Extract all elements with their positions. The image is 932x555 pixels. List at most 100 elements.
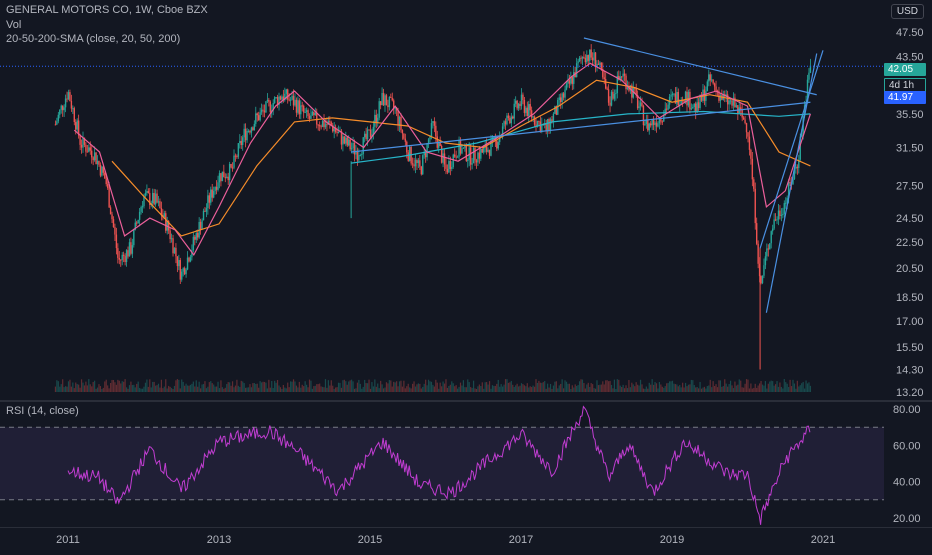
volume-bar <box>519 385 521 392</box>
candle <box>538 120 540 126</box>
volume-bar <box>455 385 457 392</box>
volume-bar <box>700 388 703 392</box>
volume-bar <box>335 387 337 392</box>
candle <box>72 105 74 114</box>
volume-bar <box>644 388 646 392</box>
volume-bar <box>769 381 771 392</box>
candle <box>565 80 568 91</box>
candle <box>522 92 524 105</box>
volume-bar <box>581 379 584 392</box>
candle <box>365 127 367 141</box>
rsi-line[interactable] <box>67 405 811 525</box>
volume-bar <box>139 387 141 392</box>
candle <box>128 238 131 257</box>
volume-bar <box>425 379 427 392</box>
candle <box>644 120 646 127</box>
volume-bar <box>197 386 199 392</box>
currency-button[interactable]: USD <box>890 4 924 19</box>
candle <box>573 66 575 90</box>
candle <box>570 71 572 86</box>
volume-bar <box>246 387 248 392</box>
volume-bar <box>124 379 126 392</box>
candle <box>471 157 473 170</box>
trendline[interactable] <box>583 37 817 96</box>
candle <box>615 89 617 101</box>
price-axis-tick: 13.20 <box>896 387 924 399</box>
volume-bar <box>245 387 247 392</box>
trendline[interactable] <box>351 101 811 153</box>
volume-bar <box>650 384 652 392</box>
volume-bar <box>182 381 184 392</box>
volume-bar <box>184 385 186 392</box>
volume-bar <box>600 384 602 392</box>
volume-bar <box>340 387 343 392</box>
sma20-line[interactable] <box>73 62 811 257</box>
candle <box>652 116 655 131</box>
candle <box>391 92 393 102</box>
candle <box>583 51 585 60</box>
candle <box>764 251 767 270</box>
volume-bar <box>396 381 398 392</box>
candle <box>240 136 242 149</box>
candle <box>760 275 762 285</box>
volume-bar <box>503 384 505 392</box>
candle <box>528 100 530 123</box>
volume-bar <box>82 382 84 392</box>
candle <box>127 246 129 259</box>
candle <box>745 122 748 139</box>
candle <box>408 144 411 162</box>
volume-bar <box>782 388 784 392</box>
volume-bar <box>128 385 131 392</box>
volume-bar <box>181 379 183 392</box>
sma200-line[interactable] <box>351 110 811 164</box>
volume-bar <box>713 385 716 392</box>
sma50-line[interactable] <box>111 79 811 237</box>
candle <box>509 115 511 125</box>
volume-bar <box>80 379 83 392</box>
candle <box>398 115 401 132</box>
candle <box>272 99 274 116</box>
volume-bar <box>234 385 237 392</box>
volume-legend: Vol <box>6 19 22 31</box>
volume-bar <box>397 386 399 392</box>
volume-bar <box>202 384 205 392</box>
candle <box>88 144 90 153</box>
volume-bar <box>699 381 701 392</box>
candle <box>372 120 375 140</box>
volume-bar <box>213 384 215 392</box>
volume-bar <box>594 388 597 392</box>
volume-bar <box>745 379 748 392</box>
candle <box>590 44 592 61</box>
trendline[interactable] <box>759 50 824 249</box>
candle <box>204 207 206 212</box>
volume-bar <box>564 380 566 392</box>
volume-bar <box>70 386 72 392</box>
candle <box>712 79 714 85</box>
volume-bar <box>79 387 81 392</box>
volume-bar <box>510 380 512 392</box>
candle <box>265 101 267 113</box>
volume-bar <box>281 388 283 392</box>
volume-bar <box>801 383 803 392</box>
candle <box>548 117 550 134</box>
volume-bar <box>491 385 494 392</box>
candle <box>179 257 181 285</box>
candle <box>117 243 119 264</box>
volume-bar <box>300 387 302 392</box>
candle <box>256 112 258 122</box>
price-axis-tick: 22.50 <box>896 237 924 249</box>
candle <box>313 111 315 119</box>
candle <box>413 157 415 171</box>
volume-bar <box>243 383 245 392</box>
volume-bar <box>358 379 360 392</box>
candle <box>422 154 424 176</box>
volume-bar <box>638 385 640 392</box>
candle <box>529 98 531 117</box>
volume-bar <box>127 388 129 392</box>
candle <box>480 146 482 162</box>
candle <box>220 173 222 187</box>
volume-bar <box>783 379 785 392</box>
candle <box>798 154 800 174</box>
candle <box>414 154 417 174</box>
